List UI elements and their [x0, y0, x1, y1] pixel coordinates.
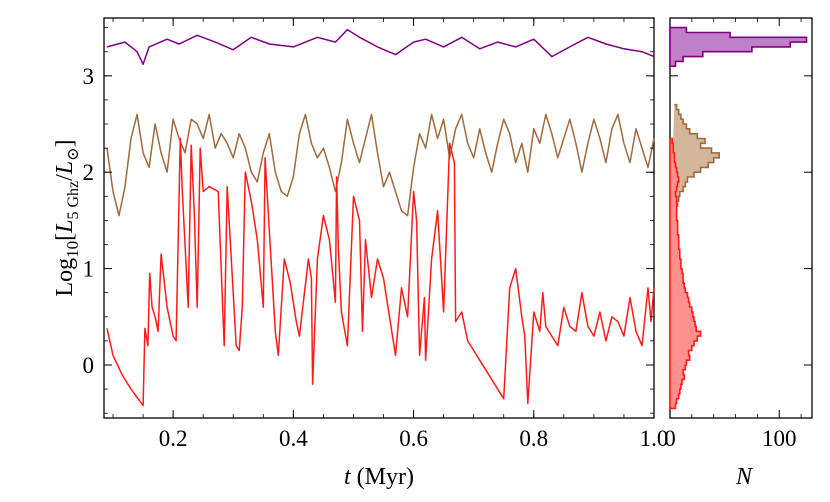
- ylabel-Lsun-sub: ⊙: [65, 147, 82, 160]
- main-xlabel: t (Myr): [344, 464, 414, 490]
- y-tick-label-2: 2: [83, 160, 95, 185]
- y-tick-label-3: 3: [83, 64, 95, 89]
- hist-x-tick-label-0: 0: [664, 426, 676, 451]
- x-tick-label-4: 1.0: [640, 426, 669, 451]
- ylabel-L: L: [52, 220, 78, 234]
- hist-series-2: [669, 137, 702, 410]
- hist-axis-ticks: 0 100: [664, 18, 802, 451]
- hist-plot-frame: [669, 17, 813, 419]
- ylabel-L-sub: 5 Ghz: [65, 181, 82, 220]
- ylabel-prefix: Log: [52, 258, 78, 297]
- ylabel-base: 10: [63, 241, 82, 258]
- x-tick-label-0: 0.2: [159, 426, 188, 451]
- series-line-2: [106, 137, 655, 407]
- main-xlabel-unit: (Myr): [357, 464, 414, 490]
- hist-series-0: [669, 26, 808, 67]
- ylabel-slash: /: [52, 174, 78, 181]
- hist-plot-area: [669, 26, 808, 410]
- x-tick-label-1: 0.4: [279, 426, 308, 451]
- x-tick-label-2: 0.6: [399, 426, 428, 451]
- y-tick-label-1: 1: [83, 257, 95, 282]
- y-tick-label-0: 0: [83, 353, 95, 378]
- hist-x-tick-label-1: 100: [762, 426, 797, 451]
- main-xlabel-var: t: [344, 464, 352, 490]
- series-line-1: [106, 113, 655, 217]
- main-plot-area: [106, 28, 655, 407]
- hist-series-1: [670, 103, 720, 222]
- main-ylabel: Log10[L5 Ghz/L⊙]: [52, 139, 82, 296]
- hist-xlabel: N: [735, 464, 754, 490]
- series-line-0: [106, 28, 655, 66]
- main-plot-frame: [103, 17, 655, 419]
- x-tick-label-3: 0.8: [519, 426, 548, 451]
- ylabel-Lsun: L: [52, 161, 78, 175]
